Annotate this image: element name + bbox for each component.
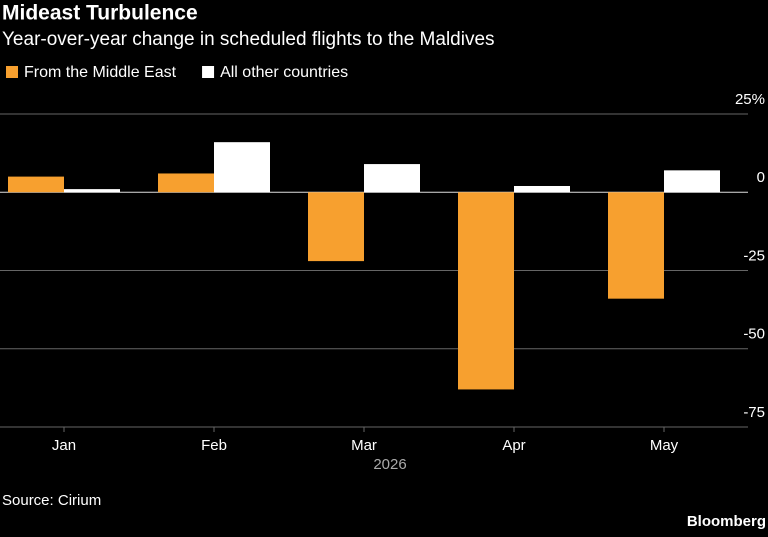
- bar: [514, 185, 570, 193]
- legend-label: All other countries: [220, 64, 348, 81]
- bar: [158, 173, 214, 193]
- y-tick-label: 0: [757, 169, 765, 186]
- bar: [458, 192, 514, 390]
- x-tick-label: Apr: [502, 437, 525, 454]
- y-tick-label: 25%: [735, 91, 765, 108]
- chart-title: Mideast Turbulence: [2, 2, 198, 25]
- bar: [664, 170, 720, 193]
- bar: [364, 164, 420, 193]
- y-tick-label: -75: [743, 404, 765, 421]
- bar: [214, 142, 270, 193]
- bar: [8, 176, 64, 193]
- y-tick-label: -50: [743, 326, 765, 343]
- x-tick-label: May: [650, 437, 679, 454]
- legend-swatch: [202, 66, 215, 78]
- legend-label: From the Middle East: [24, 64, 177, 81]
- credit: Bloomberg: [687, 513, 766, 530]
- bar: [308, 192, 364, 262]
- x-tick-label: Jan: [52, 437, 76, 454]
- x-axis-label: 2026: [373, 456, 406, 473]
- chart-subtitle: Year-over-year change in scheduled fligh…: [2, 29, 495, 50]
- x-tick-label: Feb: [201, 437, 227, 454]
- y-tick-label: -25: [743, 247, 765, 264]
- bar: [64, 189, 120, 193]
- bar: [608, 192, 664, 299]
- legend-swatch: [6, 66, 18, 78]
- x-tick-label: Mar: [351, 437, 377, 454]
- source: Source: Cirium: [2, 492, 101, 509]
